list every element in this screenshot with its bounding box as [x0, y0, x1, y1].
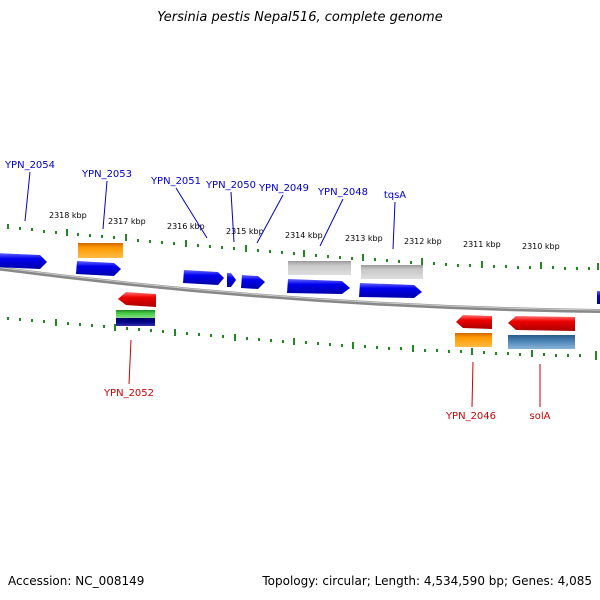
gene-label-ypn-2050[interactable]: YPN_2050: [205, 180, 256, 191]
accession-label: Accession: NC_008149: [8, 574, 145, 588]
cds-arrow[interactable]: [597, 291, 600, 304]
cog-feature[interactable]: [508, 335, 575, 349]
kbp-label: 2312 kbp: [404, 237, 442, 246]
kbp-label: 2316 kbp: [167, 222, 205, 231]
cds-arrow[interactable]: [508, 316, 575, 331]
genome-backbone: [0, 266, 600, 313]
gene-label-tqsa[interactable]: tqsA: [384, 190, 406, 201]
kbp-label: 2310 kbp: [522, 242, 560, 251]
cds-arrow[interactable]: [227, 273, 236, 287]
cog-feature[interactable]: [361, 265, 423, 279]
kbp-label: 2318 kbp: [49, 211, 87, 220]
outer-tick-track: 2318 kbp 2317 kbp 2316 kbp 2315 kbp 2314…: [7, 211, 599, 270]
kbp-label: 2317 kbp: [108, 217, 146, 226]
cog-feature[interactable]: [288, 261, 351, 275]
kbp-label: 2315 kbp: [226, 227, 264, 236]
cog-feature[interactable]: [116, 318, 155, 326]
forward-gene-labels: [24, 171, 396, 250]
cds-arrow[interactable]: [241, 275, 265, 289]
gene-label-ypn-2049[interactable]: YPN_2049: [258, 183, 309, 194]
cds-arrow[interactable]: [183, 270, 224, 285]
cds-arrow[interactable]: [76, 261, 121, 276]
genome-summary: Topology: circular; Length: 4,534,590 bp…: [262, 574, 592, 588]
gene-label-ypn-2046[interactable]: YPN_2046: [445, 411, 496, 422]
kbp-label: 2311 kbp: [463, 240, 501, 249]
gene-label-ypn-2054[interactable]: YPN_2054: [4, 160, 55, 171]
map-title: Yersinia pestis Nepal516, complete genom…: [157, 10, 443, 25]
tick-marks-outer: [7, 224, 599, 270]
cds-arrow[interactable]: [287, 279, 350, 294]
cds-arrow[interactable]: [359, 283, 422, 298]
gene-label-ypn-2051[interactable]: YPN_2051: [150, 176, 201, 187]
reverse-gene-labels: [128, 339, 541, 408]
forward-cog-track: [78, 243, 423, 279]
gene-label-sola[interactable]: solA: [530, 411, 551, 422]
cog-feature[interactable]: [78, 243, 123, 258]
cog-feature[interactable]: [116, 310, 155, 318]
reverse-cog-track: [116, 310, 575, 349]
forward-cds-track: [0, 253, 600, 304]
cds-arrow[interactable]: [456, 315, 492, 329]
cds-arrow[interactable]: [0, 253, 47, 269]
cog-feature[interactable]: [455, 333, 492, 347]
kbp-label: 2314 kbp: [285, 231, 323, 240]
reverse-cds-track: [118, 292, 575, 331]
gene-label-ypn-2048[interactable]: YPN_2048: [317, 187, 368, 198]
kbp-label: 2313 kbp: [345, 234, 383, 243]
gene-label-ypn-2053[interactable]: YPN_2053: [81, 169, 132, 180]
tick-marks-inner: [7, 317, 597, 360]
gene-label-ypn-2052[interactable]: YPN_2052: [103, 388, 154, 399]
cds-arrow[interactable]: [118, 292, 156, 307]
